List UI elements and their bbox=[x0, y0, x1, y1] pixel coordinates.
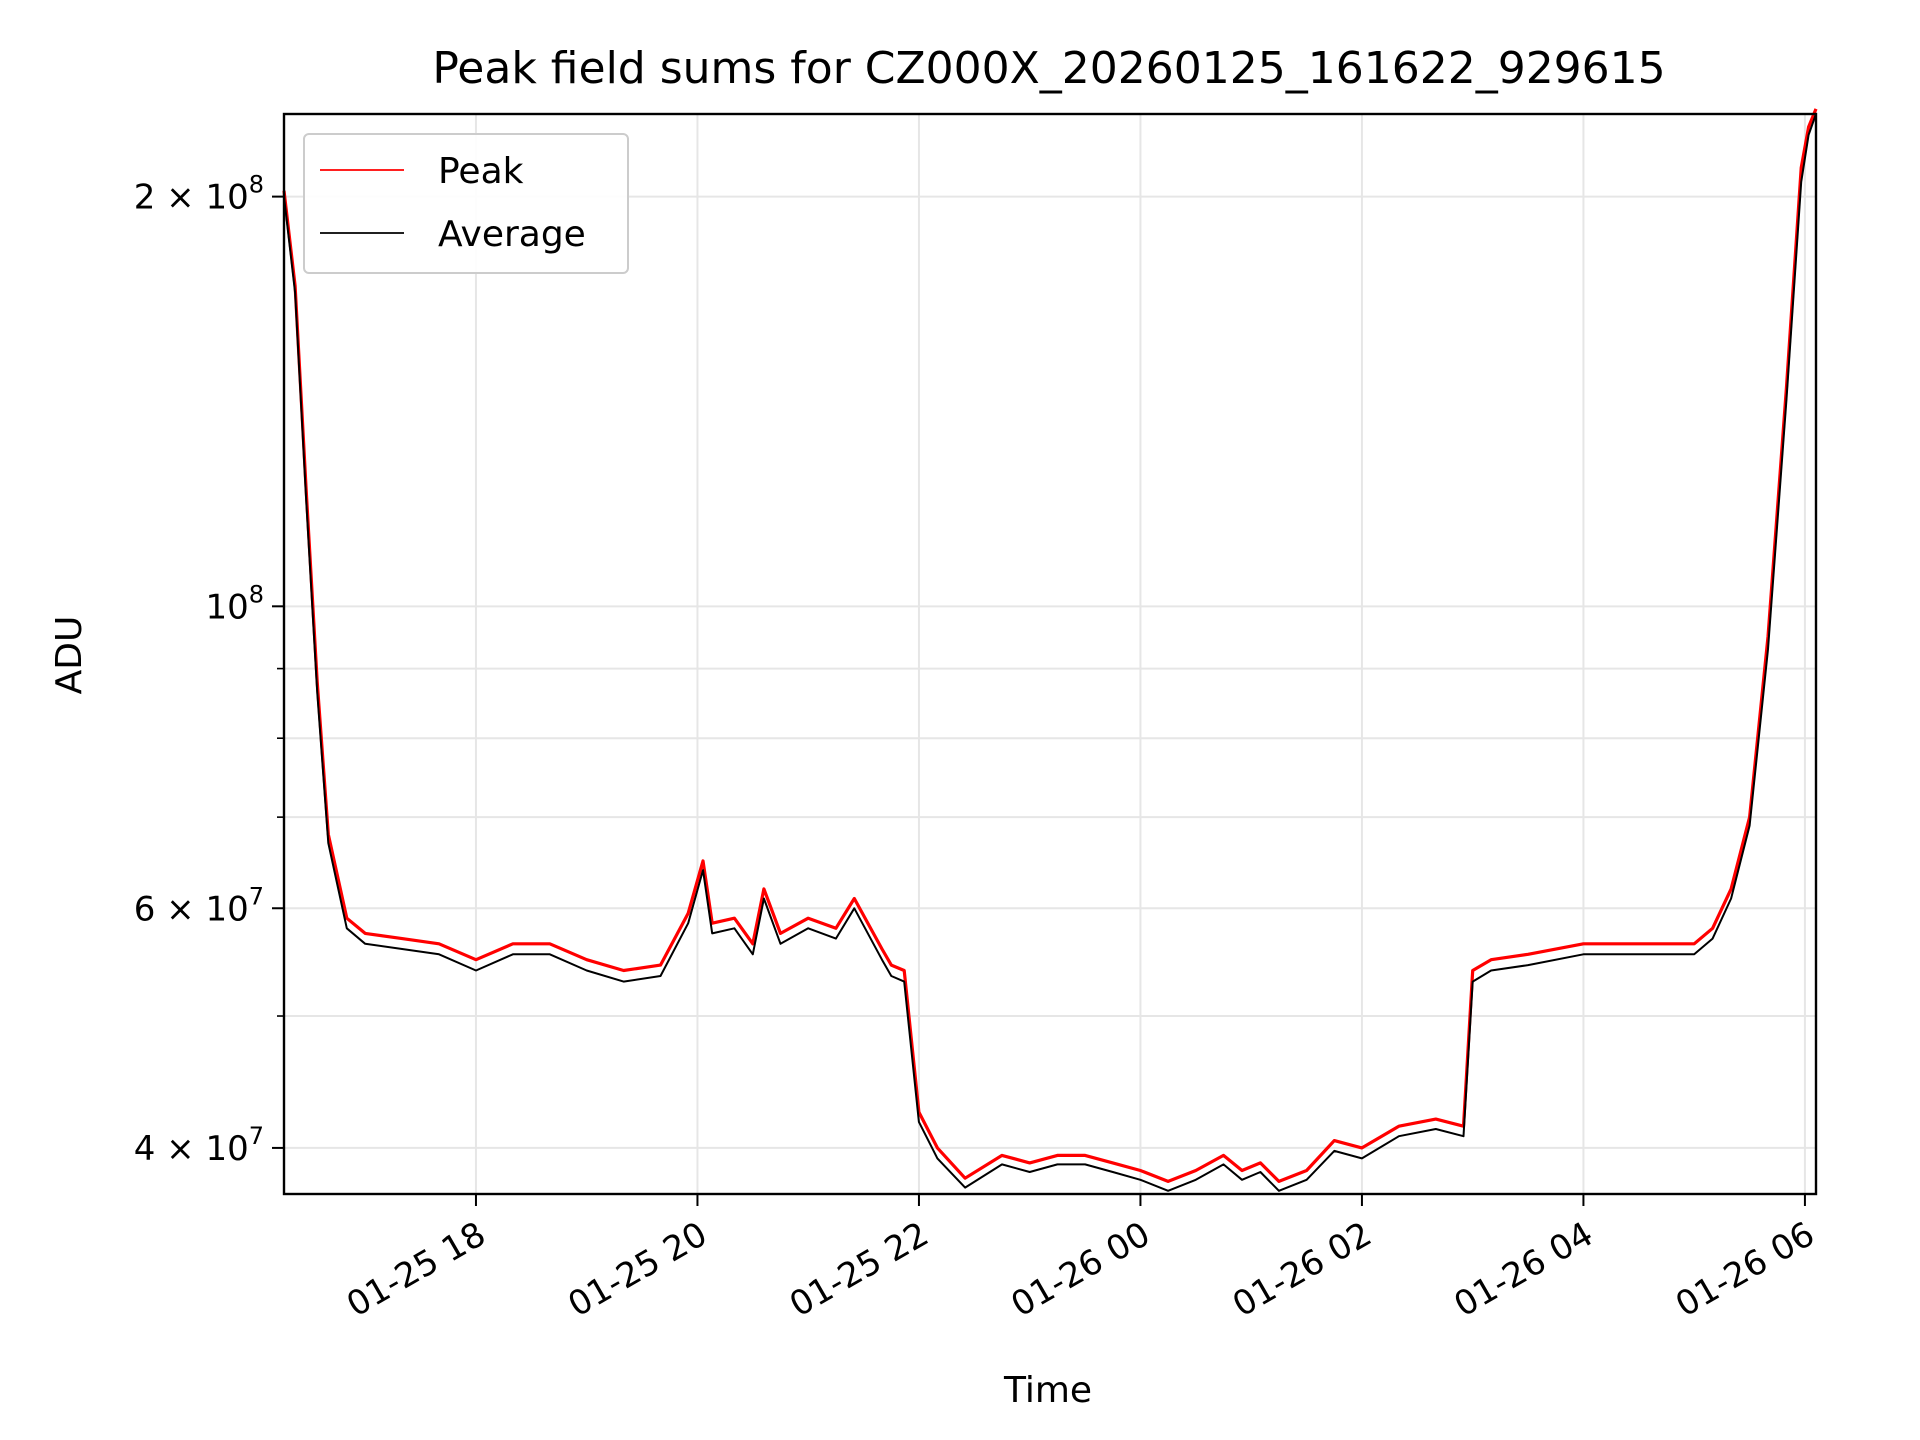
y-tick-label-exponent: 8 bbox=[249, 580, 264, 608]
y-tick-label: 2 × 108 bbox=[134, 171, 264, 218]
grid bbox=[284, 114, 1816, 1194]
chart-title: Peak field sums for CZ000X_20260125_1616… bbox=[432, 43, 1665, 94]
y-tick-label-exponent: 7 bbox=[249, 1122, 264, 1150]
series-line-average bbox=[283, 113, 1817, 1192]
y-tick-label: 4 × 107 bbox=[134, 1122, 264, 1169]
y-tick-label-base: 4 × 10 bbox=[134, 1129, 249, 1169]
y-tick-label-exponent: 8 bbox=[249, 171, 264, 199]
plot-area-frame bbox=[282, 112, 1818, 1196]
legend-label-average: Average bbox=[438, 214, 586, 255]
plot-series bbox=[282, 108, 1818, 1192]
y-tick-label: 6 × 107 bbox=[134, 882, 264, 929]
y-tick-label-base: 2 × 10 bbox=[134, 178, 249, 218]
legend-box bbox=[303, 133, 629, 274]
y-tick-label: 108 bbox=[205, 580, 264, 627]
legend: Peak Average bbox=[303, 133, 629, 274]
series-line-peak bbox=[282, 108, 1818, 1184]
y-tick-label-base: 6 × 10 bbox=[134, 889, 249, 929]
legend-label-peak: Peak bbox=[438, 151, 524, 192]
y-tick-label-base: 10 bbox=[205, 587, 248, 627]
y-axis-label: ADU bbox=[49, 616, 90, 695]
y-tick-label-exponent: 7 bbox=[249, 882, 264, 910]
x-axis-label: Time bbox=[1003, 1370, 1092, 1411]
